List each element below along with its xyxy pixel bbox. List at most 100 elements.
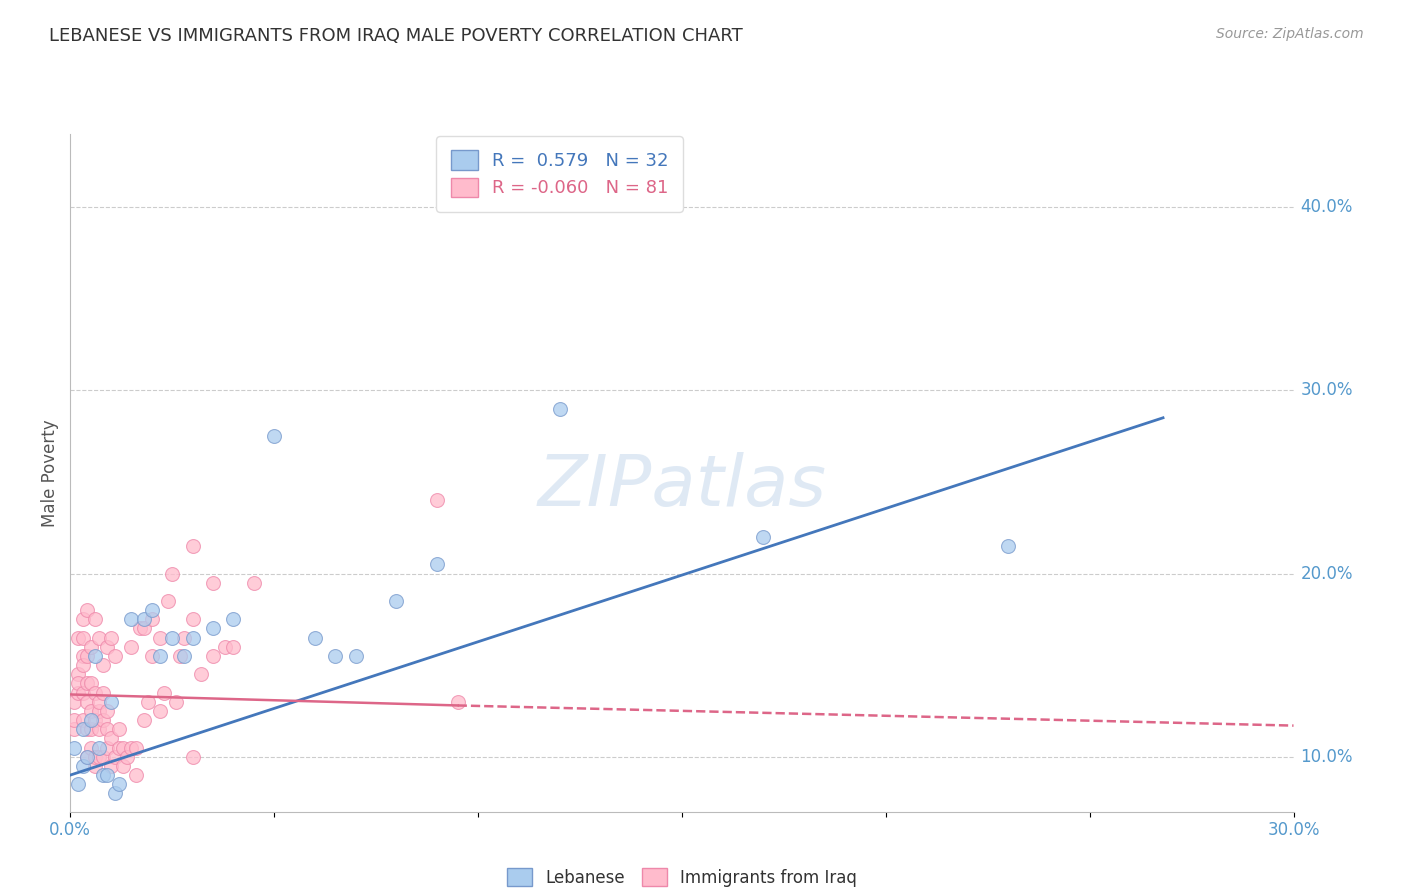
Point (76, 648, 98, 663)
Point (100, 731, 122, 746)
Point (63, 695, 86, 709)
Point (104, 648, 127, 663)
Legend: Lebanese, Immigrants from Iraq: Lebanese, Immigrants from Iraq (499, 860, 865, 892)
Point (83, 749, 105, 764)
Point (108, 740, 131, 755)
Point (447, 695, 470, 709)
Point (181, 539, 204, 553)
Point (63, 740, 86, 755)
Point (149, 648, 172, 663)
Point (121, 640, 143, 654)
Point (96, 640, 118, 654)
Point (96, 723, 118, 737)
Point (79, 713, 103, 727)
Point (96, 768, 118, 782)
Point (132, 713, 155, 727)
Point (76, 749, 98, 764)
Text: 40.0%: 40.0% (1301, 198, 1353, 216)
Point (79, 740, 103, 755)
Point (87, 749, 110, 764)
Point (548, 401, 571, 416)
Point (214, 640, 236, 654)
Point (141, 603, 163, 617)
Point (690, 823, 713, 838)
Point (153, 685, 176, 699)
Point (149, 631, 172, 645)
Point (96, 740, 118, 755)
Text: 20.0%: 20.0% (1301, 565, 1353, 582)
Point (141, 612, 163, 626)
Text: ZIPatlas: ZIPatlas (537, 452, 827, 521)
Point (426, 558, 449, 572)
Point (76, 749, 98, 764)
Point (79, 704, 103, 718)
Point (997, 539, 1019, 553)
Point (165, 695, 187, 709)
Point (104, 786, 127, 800)
Point (173, 631, 195, 645)
Point (67, 777, 90, 791)
Point (91, 658, 114, 673)
Point (132, 612, 155, 626)
Point (87, 695, 110, 709)
Point (190, 667, 212, 681)
Point (72, 723, 94, 737)
Point (83, 713, 105, 727)
Text: Source: ZipAtlas.com: Source: ZipAtlas.com (1216, 27, 1364, 41)
Point (169, 648, 191, 663)
Point (76, 603, 98, 617)
Point (72, 612, 94, 626)
Point (79, 640, 103, 654)
Point (181, 631, 204, 645)
Point (87, 704, 110, 718)
Point (72, 759, 94, 773)
Point (263, 429, 285, 443)
Point (222, 612, 245, 626)
Point (149, 704, 172, 718)
Point (87, 631, 110, 645)
Y-axis label: Male Poverty: Male Poverty (41, 419, 59, 526)
Point (141, 648, 163, 663)
Point (100, 759, 122, 773)
Text: 10.0%: 10.0% (1301, 747, 1353, 765)
Point (83, 685, 105, 699)
Point (157, 594, 180, 608)
Point (87, 740, 110, 755)
Point (76, 695, 98, 709)
Point (112, 759, 135, 773)
Point (79, 723, 103, 737)
Point (385, 594, 408, 608)
Point (83, 612, 105, 626)
Point (117, 749, 139, 764)
Point (323, 648, 347, 663)
Point (752, 530, 775, 544)
Point (202, 622, 225, 636)
Point (67, 676, 90, 690)
Point (124, 768, 146, 782)
Point (202, 648, 225, 663)
Point (72, 685, 94, 699)
Point (72, 713, 94, 727)
Point (304, 631, 326, 645)
Point (91, 713, 114, 727)
Point (76, 723, 98, 737)
Point (426, 493, 449, 508)
Point (67, 631, 90, 645)
Point (100, 631, 122, 645)
Point (91, 768, 114, 782)
Point (100, 695, 122, 709)
Point (112, 740, 135, 755)
Point (108, 723, 131, 737)
Point (132, 622, 155, 636)
Point (91, 685, 114, 699)
Point (128, 622, 150, 636)
Point (76, 676, 98, 690)
Point (202, 575, 225, 590)
Point (108, 777, 131, 791)
Point (121, 740, 143, 755)
Point (91, 749, 114, 764)
Point (222, 640, 245, 654)
Text: LEBANESE VS IMMIGRANTS FROM IRAQ MALE POVERTY CORRELATION CHART: LEBANESE VS IMMIGRANTS FROM IRAQ MALE PO… (49, 27, 742, 45)
Point (83, 759, 105, 773)
Point (136, 695, 159, 709)
